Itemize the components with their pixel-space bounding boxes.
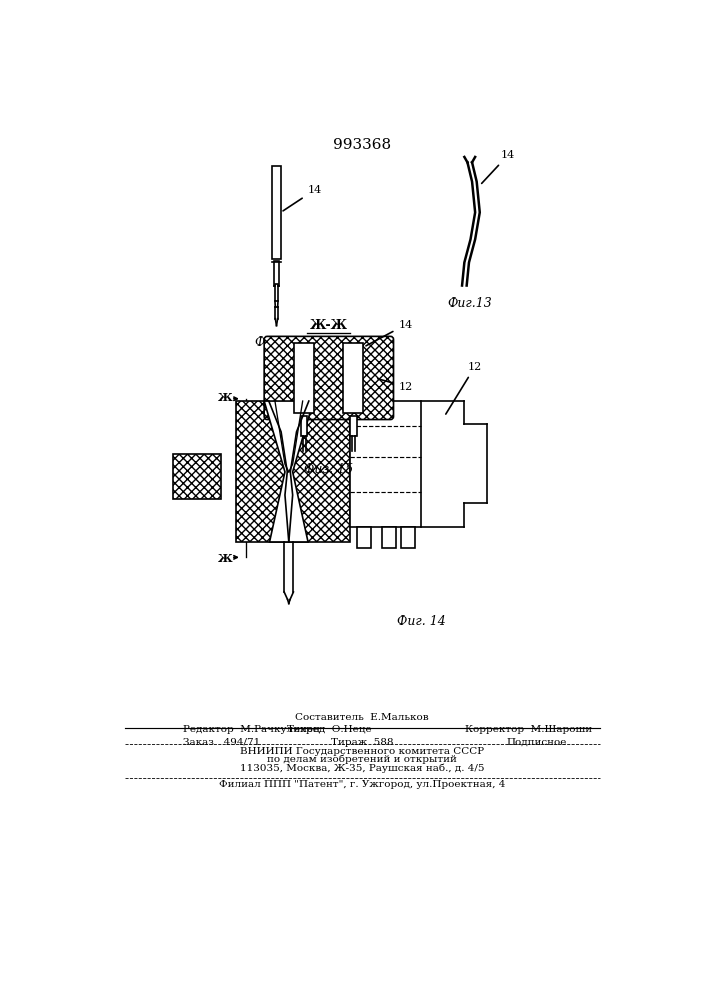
Text: Ж: Ж — [218, 392, 232, 403]
Text: 13: 13 — [274, 361, 291, 405]
Bar — [272, 166, 281, 259]
Text: 14: 14 — [481, 150, 515, 183]
Text: Составитель  Е.Мальков: Составитель Е.Мальков — [295, 713, 428, 722]
Text: 993368: 993368 — [333, 138, 391, 152]
Bar — [173, 454, 221, 499]
Text: Физ. 15: Физ. 15 — [304, 463, 354, 476]
Text: 14: 14 — [294, 361, 318, 402]
Text: по делам изобретений и открытий: по делам изобретений и открытий — [267, 755, 457, 764]
Bar — [301, 416, 308, 436]
Bar — [275, 284, 278, 301]
Text: Редактор  М.Рачкулинец: Редактор М.Рачкулинец — [182, 725, 320, 734]
Bar — [274, 261, 279, 286]
Text: Фиг. 14: Фиг. 14 — [397, 615, 445, 628]
Text: Корректор  М.Шароши: Корректор М.Шароши — [465, 725, 592, 734]
FancyBboxPatch shape — [264, 336, 394, 420]
Text: Подписное: Подписное — [506, 738, 567, 747]
Bar — [294, 343, 314, 413]
Text: Заказ   494/71: Заказ 494/71 — [182, 738, 259, 747]
Text: 14: 14 — [366, 320, 412, 346]
Text: Фиг.13: Фиг.13 — [448, 297, 492, 310]
Text: Филиал ППП "Патент", г. Ужгород, ул.Проектная, 4: Филиал ППП "Патент", г. Ужгород, ул.Прое… — [218, 780, 505, 789]
Text: Ж-Ж: Ж-Ж — [310, 319, 348, 332]
Bar — [402, 527, 415, 548]
Text: Тираж  588: Тираж 588 — [331, 738, 393, 747]
Bar — [357, 527, 371, 548]
Text: Техред  О.Неце: Техред О.Неце — [286, 725, 371, 734]
Text: 14: 14 — [283, 185, 322, 211]
Bar — [236, 401, 351, 542]
Bar — [344, 343, 363, 413]
Text: ВНИИПИ Государственного комитета СССР: ВНИИПИ Государственного комитета СССР — [240, 747, 484, 756]
Text: Ж: Ж — [218, 553, 232, 564]
Text: 12: 12 — [378, 379, 412, 391]
Bar — [382, 527, 396, 548]
Text: Фиг.12: Фиг.12 — [254, 336, 299, 349]
Text: 113035, Москва, Ж-35, Раушская наб., д. 4/5: 113035, Москва, Ж-35, Раушская наб., д. … — [240, 763, 484, 773]
Bar — [351, 401, 421, 527]
Text: 12: 12 — [446, 362, 481, 414]
Polygon shape — [264, 401, 313, 542]
Bar — [351, 416, 356, 436]
